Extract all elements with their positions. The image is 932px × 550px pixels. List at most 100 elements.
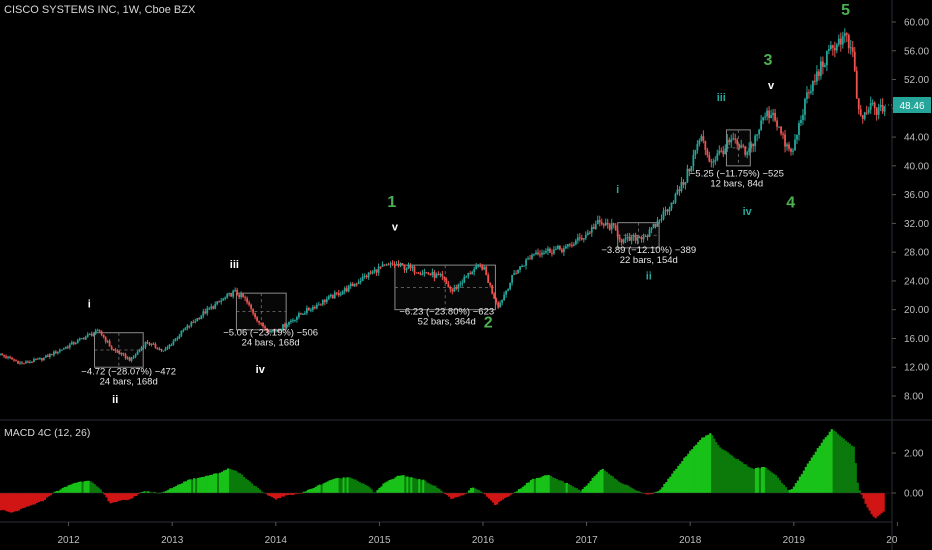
candle-body: [276, 329, 278, 331]
candle-body: [744, 146, 747, 155]
macd-bar: [870, 493, 873, 515]
candle-body: [598, 220, 601, 223]
candle-body: [186, 325, 189, 329]
candle-body: [351, 283, 354, 287]
macd-bar: [312, 488, 315, 493]
macd-bar: [376, 489, 379, 493]
macd-bar: [739, 461, 742, 493]
candle-body: [272, 330, 274, 332]
candle-body: [23, 363, 25, 365]
macd-bar: [163, 491, 166, 493]
candle-body: [319, 304, 322, 306]
candle-body: [198, 318, 201, 320]
candle-body: [580, 238, 583, 240]
candle-body: [859, 109, 862, 116]
macd-bar: [352, 479, 355, 493]
last-price-badge: [893, 96, 931, 113]
wave-label: 3: [763, 52, 772, 69]
candle-body: [164, 348, 167, 351]
candle-body: [264, 326, 266, 329]
candle-body: [849, 47, 852, 49]
candle-body: [600, 222, 603, 225]
candle-body: [202, 311, 205, 316]
candle-body: [642, 236, 645, 240]
candle-body: [555, 248, 557, 250]
macd-bar: [573, 487, 576, 493]
candle-body: [738, 144, 741, 148]
macd-bar: [607, 473, 610, 493]
macd-bar: [81, 481, 84, 493]
candle-body: [218, 301, 221, 303]
candle-body: [254, 313, 256, 318]
macd-bar: [398, 475, 401, 493]
candle-body: [309, 309, 312, 311]
candle-body: [756, 134, 759, 136]
candle-body: [535, 252, 537, 255]
candle-body: [389, 263, 392, 265]
candle-body: [298, 313, 300, 318]
candle-body: [662, 211, 665, 220]
candle-body: [288, 321, 290, 325]
macd-bar: [458, 493, 461, 497]
candle-body: [610, 223, 613, 230]
candle-body: [158, 348, 161, 350]
candle-body: [796, 134, 798, 140]
macd-bar: [380, 486, 383, 493]
candle-body: [236, 289, 239, 295]
candle-body: [266, 328, 268, 331]
candle-body: [879, 104, 882, 107]
macd-bar: [350, 478, 353, 493]
macd-bar: [294, 493, 298, 494]
macd-bar: [167, 489, 170, 493]
macd-bar: [330, 479, 333, 493]
candle-body: [25, 361, 27, 364]
macd-bar: [340, 478, 343, 493]
macd-bar: [23, 493, 27, 508]
candle-body: [833, 47, 836, 51]
macd-bar: [386, 481, 389, 493]
candle-body: [837, 38, 840, 45]
macd-bar: [27, 493, 31, 507]
macd-bar: [509, 493, 513, 495]
candle-body: [843, 33, 846, 37]
candle-body: [435, 273, 438, 278]
candle-body: [718, 150, 721, 154]
candle-body: [455, 287, 458, 289]
macd-bar: [505, 493, 509, 498]
candle-body: [395, 263, 398, 266]
macd-bar: [752, 468, 756, 493]
candle-body: [632, 235, 635, 237]
macd-bar: [491, 493, 495, 503]
macd-bar: [203, 476, 206, 493]
macd-bar: [633, 489, 636, 493]
macd-bar: [322, 483, 325, 493]
candle-body: [503, 294, 506, 301]
macd-bar: [778, 480, 782, 493]
candle-body: [788, 144, 790, 149]
macd-indicator-title[interactable]: MACD 4C (12, 26): [4, 427, 91, 439]
candle-body: [230, 293, 233, 297]
macd-bar: [854, 463, 857, 493]
candle-body: [485, 266, 488, 275]
candle-body: [863, 112, 866, 119]
price-tick-label: 28.00: [904, 248, 929, 259]
macd-bar: [559, 480, 562, 493]
macd-bar: [715, 442, 718, 493]
macd-bar: [756, 467, 760, 493]
macd-bar: [470, 487, 473, 493]
time-tick-label: 2013: [161, 535, 184, 546]
macd-bar: [802, 470, 806, 493]
wave-label: i: [616, 184, 619, 196]
candle-body: [654, 223, 657, 227]
candle-body: [704, 140, 707, 150]
macd-bar: [543, 475, 547, 493]
wave-label: v: [392, 222, 399, 234]
macd-bar: [37, 493, 41, 503]
macd-bar: [195, 478, 198, 493]
candle-body: [493, 293, 496, 299]
macd-bar: [840, 437, 843, 493]
candle-body: [282, 324, 284, 330]
candle-body: [702, 136, 705, 141]
candle-body: [818, 71, 820, 76]
macd-bar: [529, 480, 533, 493]
